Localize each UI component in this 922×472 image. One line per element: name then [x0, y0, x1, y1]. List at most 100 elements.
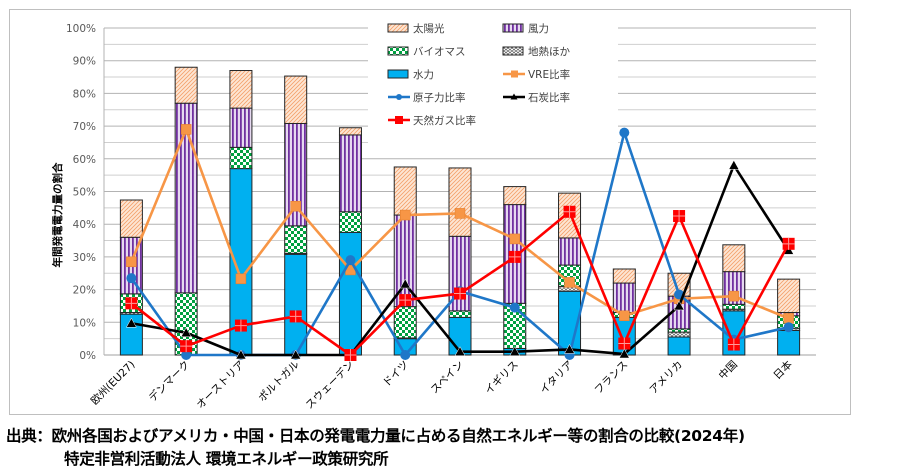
legend-item: 天然ガス比率	[388, 114, 476, 127]
y-tick-label: 30%	[73, 252, 96, 264]
marker-coal	[399, 278, 411, 289]
x-tick-labels: 欧州(EU27) デンマーク オーストリア ポルトガル スウェーデン ドイツ スペイン イギリ…	[89, 358, 795, 412]
bar-segment-solar	[229, 70, 253, 109]
bar-segment-hydro	[777, 329, 801, 356]
series-lines	[125, 124, 795, 361]
x-tick-label: アメリカ	[647, 359, 685, 397]
marker-vre	[290, 200, 301, 212]
legend-item: 太陽光	[387, 22, 445, 35]
marker-vre	[783, 313, 794, 324]
x-tick-label: イギリス	[483, 359, 521, 397]
marker-vre	[126, 256, 137, 268]
marker-vre	[399, 209, 411, 221]
marker-coal	[454, 346, 466, 356]
marker-vre	[619, 310, 630, 322]
y-tick-label: 40%	[73, 219, 96, 231]
marker-coal	[290, 349, 302, 360]
bar-segment-solar	[612, 268, 636, 284]
marker-nuclear	[126, 273, 137, 284]
marker-nuclear	[400, 350, 411, 360]
source-organization: 特定非営利活動法人 環境エネルギー政策研究所	[64, 450, 389, 468]
marker-natural-gas	[344, 349, 357, 361]
legend-label: 太陽光	[413, 22, 445, 35]
y-tick-label: 100%	[66, 23, 96, 35]
marker-natural-gas	[673, 210, 686, 223]
marker-nuclear	[345, 255, 356, 266]
bar-segment-biomass	[448, 310, 472, 318]
legend-label: バイオマス	[413, 46, 466, 58]
legend-item: 風力	[502, 22, 549, 35]
legend-item: 水力	[387, 68, 434, 81]
bar-segment-solar	[448, 167, 472, 237]
legend-item: 石炭比率	[503, 91, 570, 104]
x-tick-label: ドイツ	[381, 359, 412, 390]
marker-nuclear	[509, 302, 520, 313]
legend-item: バイオマス	[387, 46, 466, 58]
x-tick-label: 中国	[716, 358, 740, 382]
bar-segment-solar	[338, 127, 362, 136]
bar-segment-solar	[284, 75, 308, 124]
bar-segment-biomass	[393, 306, 417, 339]
y-tick-label: 0%	[79, 350, 96, 362]
legend-swatch	[502, 23, 524, 33]
marker-natural-gas	[563, 205, 576, 218]
marker-natural-gas	[399, 294, 412, 307]
marker-coal	[125, 317, 137, 328]
x-tick-label: オーストリア	[194, 359, 247, 412]
bar-segment-solar	[722, 244, 746, 273]
legend-swatch	[387, 69, 409, 79]
bar-segment-geothermal	[667, 331, 691, 338]
y-tick-label: 20%	[73, 285, 96, 297]
y-tick-label: 10%	[73, 317, 96, 329]
bar-segment-solar	[393, 166, 417, 216]
x-tick-label: イタリア	[538, 359, 576, 397]
chart: 0% 10% 20% 30% 40% 50% 60% 70% 80% 90% 100% 年間発電電力…	[51, 14, 816, 412]
marker-natural-gas	[618, 337, 631, 350]
legend-label: 水力	[413, 68, 434, 81]
marker-natural-gas	[508, 250, 521, 263]
legend-swatch	[387, 46, 409, 56]
marker-natural-gas	[125, 297, 138, 310]
bar-segment-wind	[338, 134, 362, 213]
marker-coal	[618, 348, 630, 359]
legend-label: VRE比率	[528, 68, 570, 81]
marker-natural-gas	[782, 237, 795, 250]
marker-vre	[180, 124, 192, 135]
legend-item: VRE比率	[503, 68, 570, 81]
y-tick-label: 70%	[73, 121, 96, 133]
marker-coal	[235, 349, 247, 360]
y-tick-labels: 0% 10% 20% 30% 40% 50% 60% 70% 80% 90% 100%	[66, 23, 96, 362]
bar-segment-solar	[503, 186, 527, 206]
marker-coal	[564, 343, 575, 354]
y-tick-label: 80%	[73, 88, 96, 100]
x-tick-label: スペイン	[428, 359, 466, 397]
legend-swatch	[387, 23, 409, 33]
legend-label: 風力	[528, 22, 549, 35]
marker-natural-gas	[289, 310, 302, 323]
marker-nuclear	[619, 127, 630, 138]
x-tick-label: ポルトガル	[256, 359, 302, 405]
bar-segment-hydro	[338, 231, 362, 356]
legend-label: 天然ガス比率	[413, 114, 476, 127]
bar-segment-wind	[558, 237, 582, 266]
marker-natural-gas	[727, 338, 740, 351]
bar-segment-solar	[777, 278, 801, 313]
legend-background	[368, 14, 618, 144]
marker-natural-gas	[234, 319, 247, 332]
legend-item: 原子力比率	[388, 91, 466, 104]
x-tick-label: 日本	[771, 358, 795, 382]
y-axis-label: 年間発電電力量の割合	[51, 162, 64, 267]
bar-segment-wind	[229, 107, 253, 148]
y-tick-label: 60%	[73, 154, 96, 166]
y-tick-label: 50%	[73, 187, 96, 199]
marker-vre	[728, 290, 740, 302]
source-caption: 出典：欧州各国およびアメリカ・中国・日本の発電電力量に占める自然エネルギー等の割…	[6, 427, 745, 445]
marker-vre	[509, 233, 521, 245]
marker-coal	[180, 327, 192, 338]
bar-segment-biomass	[229, 146, 253, 170]
legend-label: 石炭比率	[528, 91, 570, 104]
bar-segment-solar	[119, 199, 143, 238]
x-tick-label: フランス	[592, 359, 630, 397]
marker-coal	[728, 159, 740, 170]
